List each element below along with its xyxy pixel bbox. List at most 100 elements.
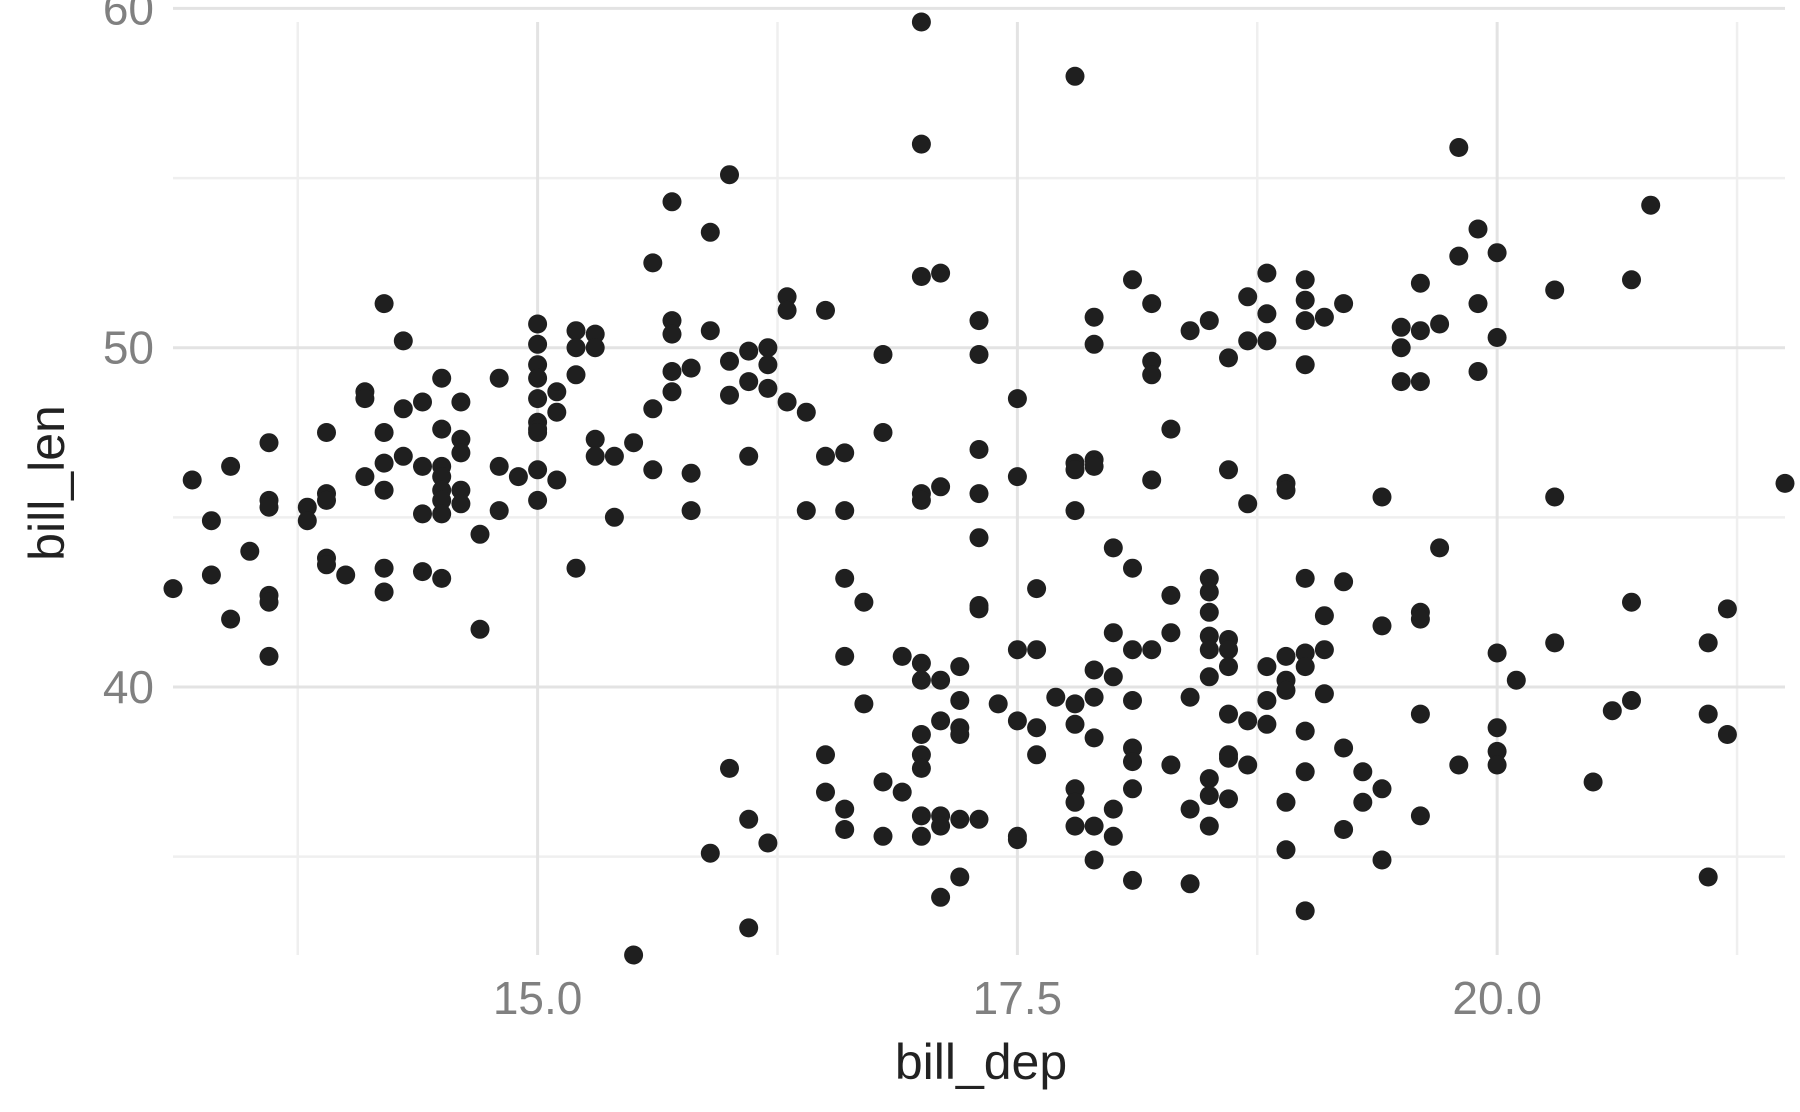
data-point-287 [1353,792,1373,812]
data-point-289 [1103,799,1123,819]
data-point-151 [796,501,816,521]
data-point-219 [950,657,970,677]
data-point-108 [393,446,413,466]
data-point-29 [1257,304,1277,324]
data-point-148 [451,494,471,514]
data-point-100 [259,433,279,453]
data-point-178 [1334,572,1354,592]
data-point-296 [739,809,759,829]
data-point-254 [911,725,931,744]
data-point-121 [643,460,663,480]
data-point-46 [1238,331,1258,351]
data-point-47 [1257,331,1277,351]
data-point-193 [1314,606,1334,626]
data-point-173 [201,565,221,585]
data-point-89 [547,402,567,422]
data-point-62 [1295,355,1315,375]
data-point-276 [873,772,893,792]
data-point-195 [1410,609,1430,629]
data-point-220 [1219,657,1238,677]
data-point-140 [1372,487,1392,507]
data-point-109 [604,446,624,466]
data-point-116 [1065,460,1085,480]
data-point-255 [950,725,970,744]
data-point-205 [1027,640,1047,660]
data-point-221 [1295,657,1315,677]
data-point-297 [1065,816,1085,836]
data-point-222 [1084,660,1104,680]
data-point-104 [451,443,471,463]
data-point-241 [1602,701,1622,721]
data-point-25 [1468,294,1488,314]
data-point-147 [317,490,336,510]
data-point-132 [1276,480,1296,500]
data-point-274 [1295,762,1315,782]
data-point-176 [1295,568,1315,588]
data-point-57 [873,345,893,364]
y-axis-tick-labels: 40 50 60 [103,0,154,713]
data-point-66 [1468,362,1488,381]
data-point-249 [1065,714,1085,734]
data-point-170 [374,558,394,578]
x-tick-label-1: 17.5 [973,972,1063,1024]
data-point-28 [816,300,835,320]
data-point-94 [873,423,893,442]
data-point-161 [470,524,490,544]
data-point-5 [662,192,682,212]
data-point-272 [911,758,931,778]
data-point-124 [355,467,375,487]
data-point-97 [528,423,548,442]
data-point-146 [528,490,548,510]
data-point-26 [374,294,394,314]
data-point-169 [1123,558,1142,578]
data-point-213 [835,646,855,666]
data-point-180 [1199,582,1219,602]
data-point-88 [796,402,816,422]
data-point-63 [528,355,548,375]
data-point-253 [1295,721,1315,741]
data-point-309 [1276,840,1296,860]
data-point-244 [1410,704,1430,724]
data-point-70 [432,368,452,388]
data-point-123 [432,467,452,487]
data-point-183 [1161,585,1181,605]
data-point-311 [1084,850,1104,870]
data-point-199 [1161,623,1181,643]
data-point-288 [835,799,855,819]
data-point-71 [528,368,548,388]
data-point-18 [1410,273,1430,293]
data-point-247 [1007,711,1027,731]
data-point-75 [758,378,778,398]
data-point-168 [566,558,586,578]
data-point-54 [1391,338,1411,358]
data-point-290 [1180,799,1200,819]
data-point-225 [1506,670,1526,690]
data-point-72 [739,372,759,392]
data-point-1 [1065,66,1085,86]
data-point-208 [1142,640,1162,660]
data-point-59 [720,351,739,371]
data-point-278 [1123,779,1142,799]
data-point-238 [1065,694,1085,714]
data-point-122 [681,463,701,483]
data-point-186 [1622,592,1641,612]
data-point-13 [931,263,951,283]
data-point-159 [297,511,317,531]
data-point-257 [1084,728,1104,748]
data-point-189 [969,599,989,619]
data-point-204 [1199,640,1219,660]
data-point-268 [1238,755,1258,775]
data-point-107 [816,446,835,466]
data-point-172 [336,565,356,585]
data-point-234 [950,691,970,710]
data-point-11 [643,253,663,273]
data-point-49 [1084,334,1104,354]
data-point-73 [1391,372,1411,392]
data-point-156 [432,504,452,524]
data-point-277 [1583,772,1603,792]
data-point-98 [451,429,471,449]
data-point-16 [1295,270,1315,290]
data-point-177 [835,568,855,588]
data-point-23 [1142,294,1162,314]
